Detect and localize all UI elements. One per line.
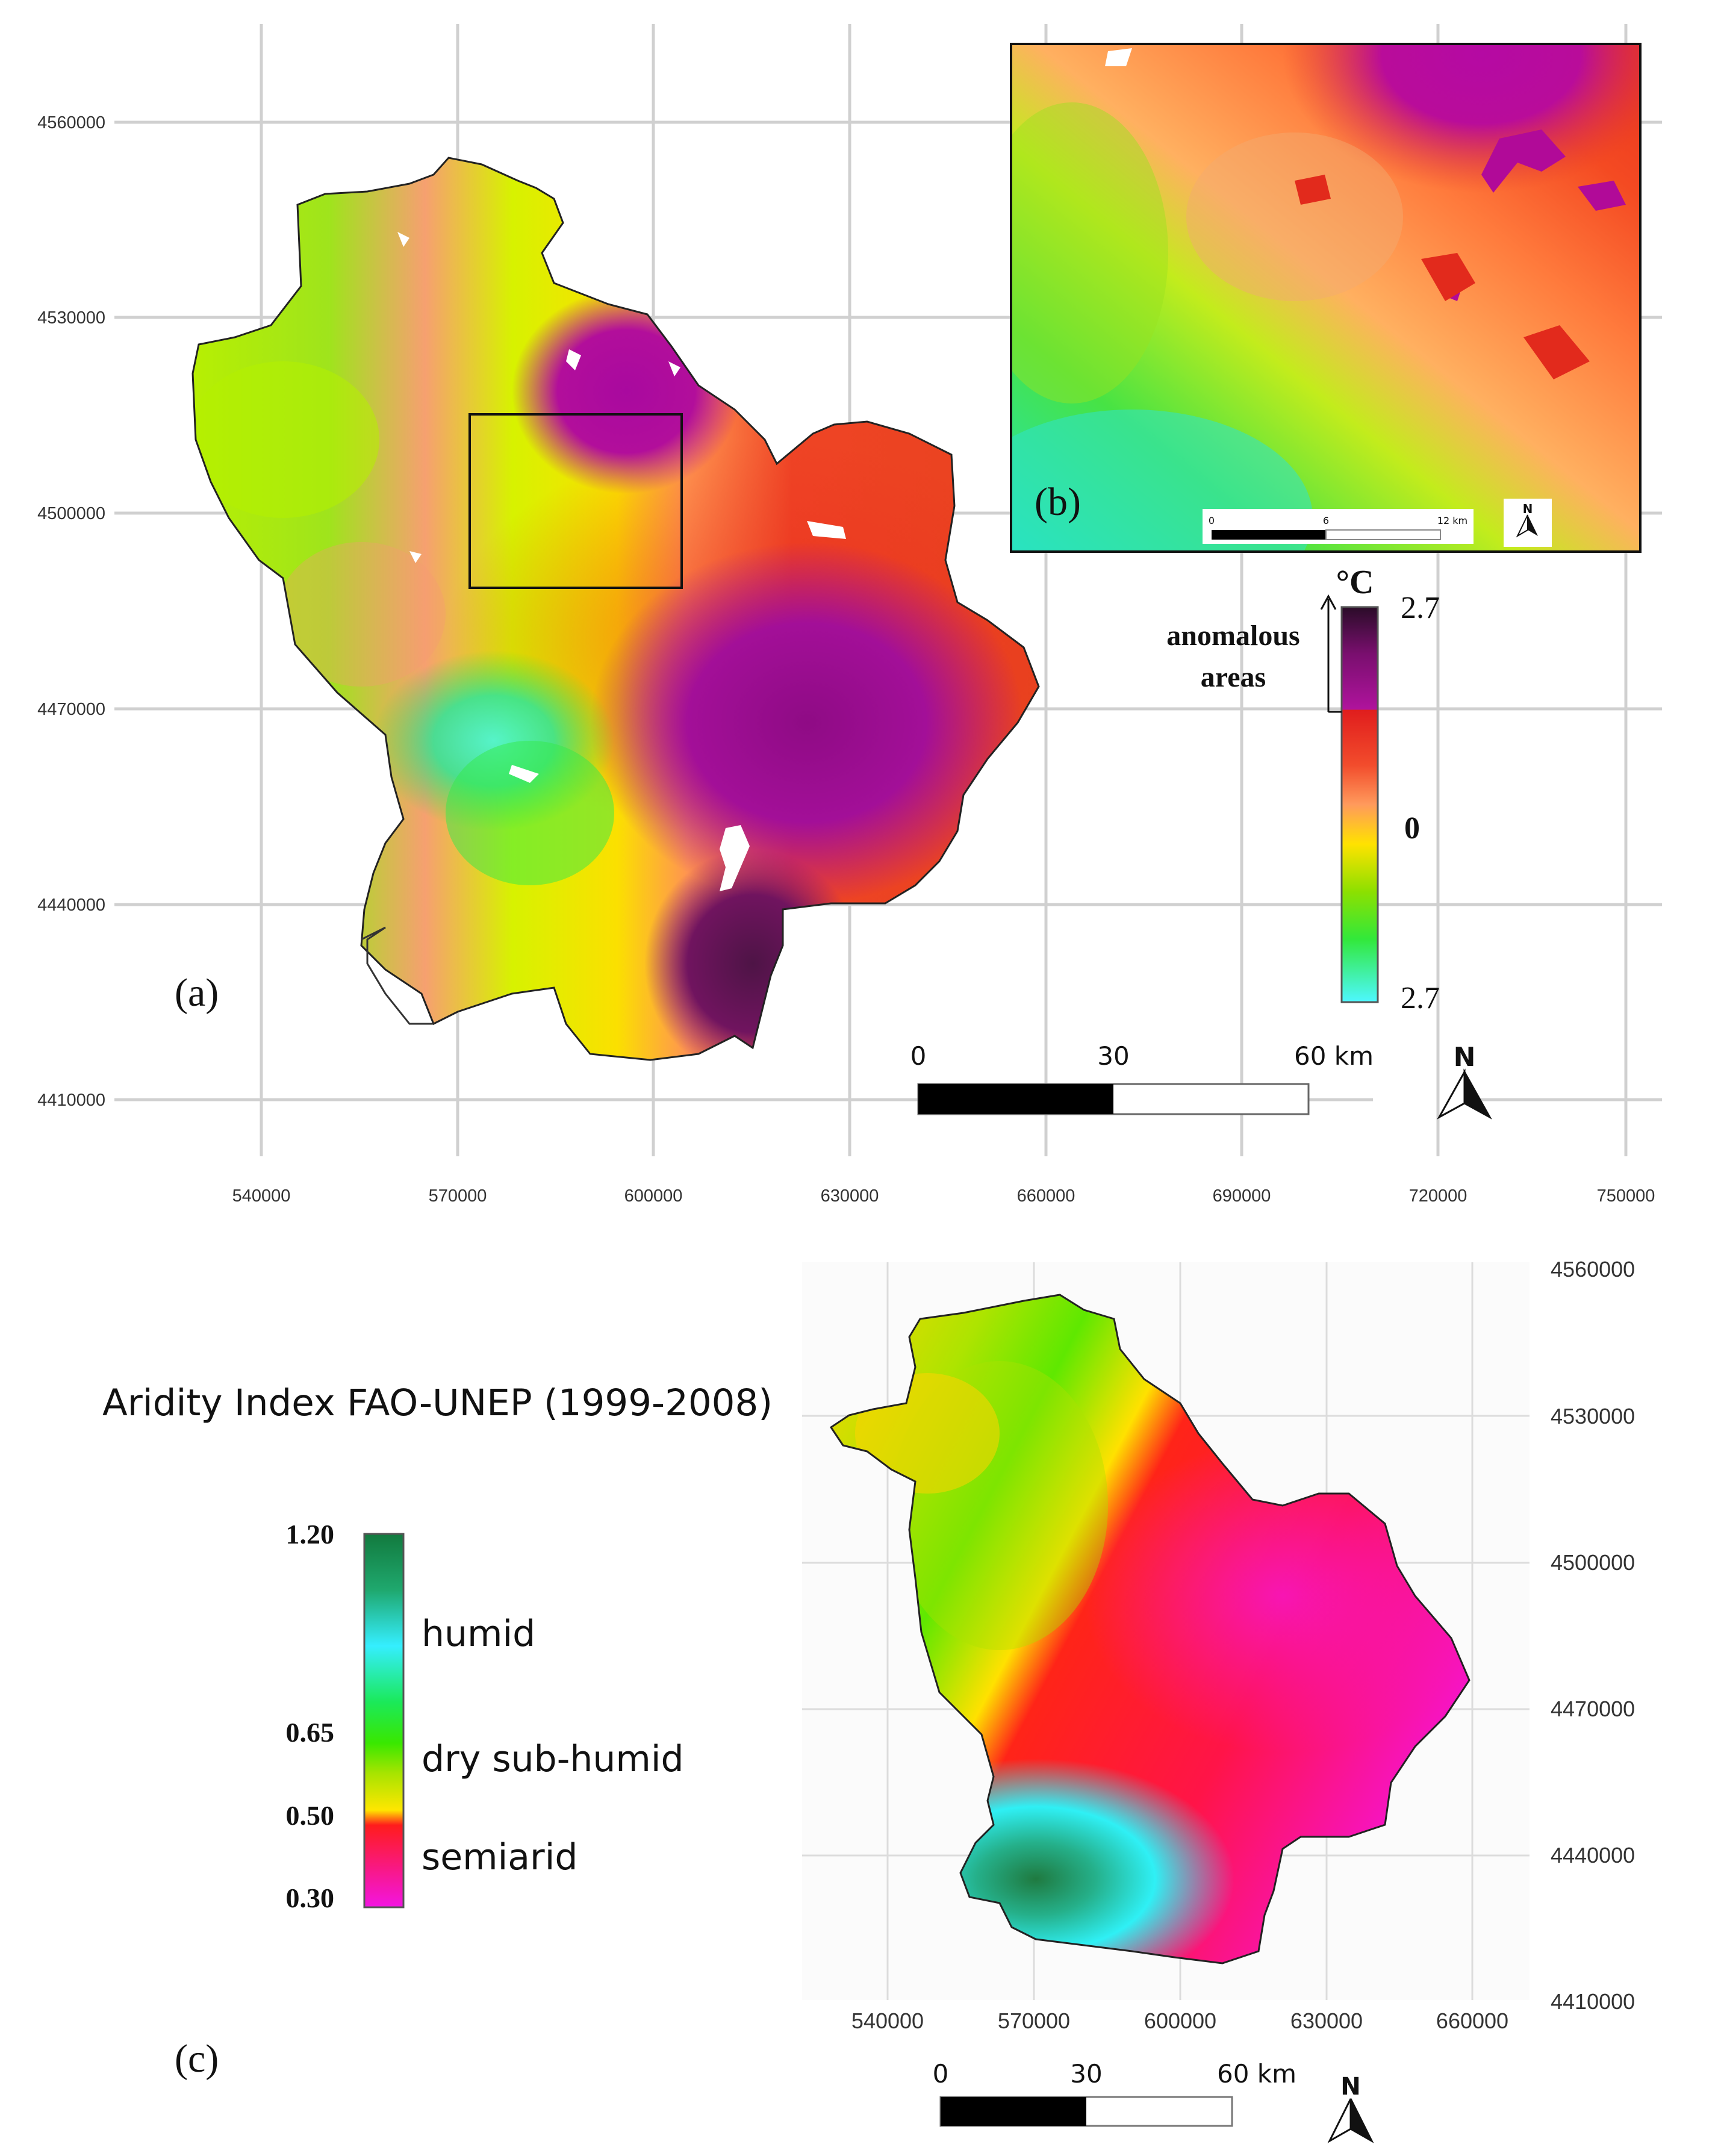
north-arrow-icon: N [1340,2073,1360,2101]
inset-extent-box [468,413,683,589]
scale-tick-label: 0 [933,2059,949,2089]
panel-c-label: (c) [175,2037,219,2081]
legend-bottom-value: 2.7 [1401,981,1440,1015]
x-tick-label: 570000 [998,2008,1070,2033]
legend-colorbar [363,1533,405,1908]
x-tick-label: 540000 [851,2008,924,2033]
y-tick-label: 4500000 [37,504,105,523]
region-map-a [191,157,1040,1061]
legend-class-semiarid: semiarid [422,1836,577,1878]
north-arrow-icon: N [1523,502,1533,516]
scale-tick-label: 0 [910,1041,927,1071]
x-tick-label: 600000 [624,1186,683,1206]
north-arrow-icon: N [1454,1042,1476,1073]
y-tick-label: 4470000 [37,700,105,719]
x-tick-label: 540000 [232,1186,291,1206]
north-arrow-b: N [1504,499,1552,547]
water-bodies [397,232,846,891]
panel-c-y-ticks: 4560000 4530000 4500000 4470000 4440000 … [1551,1257,1635,2014]
scale-bar-c: 0 30 60 km [933,2059,1296,2127]
x-tick-label: 600000 [1144,2008,1216,2033]
y-tick-label: 4530000 [1551,1404,1635,1429]
legend-class-dry-sub-humid: dry sub-humid [422,1738,684,1780]
legend-c: 1.20 0.65 0.50 0.30 humid dry sub-humid … [286,1519,684,1913]
scale-tick-label: 60 km [1217,2059,1296,2089]
scale-tick-label: 12 km [1437,515,1467,526]
scale-tick-label: 6 [1323,515,1329,526]
panel-b-inset: (b) 0 6 12 km N [1010,43,1642,553]
panel-c: 540000 570000 600000 630000 660000 45600… [102,1257,1635,2143]
scale-tick-label: 30 [1097,1041,1129,1071]
scale-tick-label: 30 [1070,2059,1102,2089]
legend-value: 1.20 [286,1519,335,1550]
y-tick-label: 4470000 [1551,1696,1635,1721]
north-arrow-a: N [1437,1042,1492,1120]
y-tick-label: 4440000 [37,896,105,915]
x-tick-label: 630000 [821,1186,879,1206]
scale-tick-label: 60 km [1294,1041,1374,1071]
anomalous-label: areas [1201,661,1266,693]
y-tick-label: 4560000 [1551,1257,1635,1282]
legend-value: 0.65 [286,1717,335,1748]
y-tick-label: 4500000 [1551,1550,1635,1575]
y-tick-label: 4440000 [1551,1843,1635,1868]
x-tick-label: 570000 [429,1186,487,1206]
legend-unit: °C [1336,564,1374,601]
legend-top-value: 2.7 [1401,591,1440,625]
scale-bar-a: 0 30 60 km [910,1041,1374,1115]
x-tick-label: 630000 [1290,2008,1363,2033]
y-tick-label: 4560000 [37,113,105,132]
anomalous-label: anomalous [1166,620,1299,652]
anomalous-bracket [1320,594,1342,713]
x-tick-label: 660000 [1017,1186,1075,1206]
y-tick-label: 4530000 [37,308,105,328]
panel-a-x-ticks: 540000 570000 600000 630000 660000 69000… [232,1186,1655,1206]
panel-c-x-ticks: 540000 570000 600000 630000 660000 [851,2008,1508,2033]
scale-bar-b: 0 6 12 km [1203,509,1474,544]
panel-b-label: (b) [1035,480,1081,524]
x-tick-label: 750000 [1597,1186,1655,1206]
panel-a-label: (a) [175,971,219,1015]
legend-value: 0.50 [286,1800,335,1831]
x-tick-label: 720000 [1409,1186,1467,1206]
legend-a: °C 2.7 0 2.7 anomalous areas [1166,564,1440,1015]
x-tick-label: 660000 [1436,2008,1508,2033]
legend-colorbar [1340,606,1379,1003]
legend-class-humid: humid [422,1613,535,1655]
y-tick-label: 4410000 [37,1091,105,1110]
north-arrow-c: N [1327,2073,1374,2143]
panel-c-title: Aridity Index FAO-UNEP (1999-2008) [102,1382,773,1424]
legend-value: 0.30 [286,1883,335,1913]
inset-patches-red [1295,175,1590,379]
scale-tick-label: 0 [1209,515,1215,526]
legend-mid-value: 0 [1404,811,1420,846]
y-tick-label: 4410000 [1551,1989,1635,2014]
x-tick-label: 690000 [1213,1186,1271,1206]
panel-a-y-ticks: 4560000 4530000 4500000 4470000 4440000 … [37,113,105,1110]
